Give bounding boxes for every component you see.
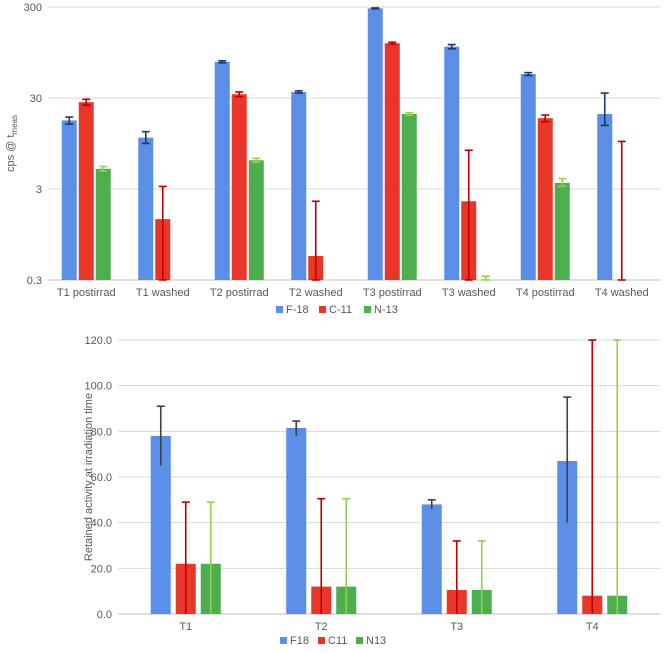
y-axis-title: cps @ tmeas	[5, 115, 19, 172]
y-tick-label: 100.0	[84, 381, 112, 393]
x-category-label: T1 washed	[136, 287, 190, 299]
bar-c-11-2	[231, 94, 247, 280]
legend-swatch-f18	[280, 637, 287, 644]
legend-swatch-n13	[356, 637, 363, 644]
x-category-label: T2	[315, 621, 328, 633]
x-category-label: T3 washed	[442, 287, 496, 299]
x-category-label: T2 washed	[289, 287, 343, 299]
bar-c-11-6	[537, 118, 553, 280]
bar-f-18-2	[214, 61, 230, 280]
chart-bottom: 120.0 100.0 80.0 60.0 40.0 20.0 0.0 Retained ac…	[83, 335, 660, 647]
x-category-label: T4	[586, 621, 599, 633]
legend-swatch-n-13	[364, 306, 371, 313]
y-axis-title: Retained activity at irradiation time	[83, 393, 95, 561]
y-tick-label: 80.0	[91, 426, 112, 438]
legend-label-c11: C11	[328, 635, 347, 647]
y-tick-label: 0.3	[27, 275, 42, 287]
bar-f18-0	[150, 435, 171, 614]
legend-label-n13: N13	[366, 635, 386, 647]
legend-label-n-13: N-13	[374, 304, 398, 316]
bar-f-18-5	[444, 46, 460, 280]
bar-f-18-3	[291, 91, 307, 281]
bar-f-18-1	[138, 137, 154, 280]
bar-f-18-6	[520, 74, 536, 280]
legend-label-c-11: C-11	[329, 304, 352, 316]
chart-top: 300 30 3 0.3 cps @ tmeas T1 postirrad T1 washe…	[5, 2, 660, 316]
bar-c-11-0	[78, 102, 94, 280]
bar-n-13-4	[401, 114, 417, 280]
bar-n-13-2	[248, 160, 264, 280]
bar-f-18-0	[61, 120, 77, 281]
x-category-label: T4 washed	[595, 287, 649, 299]
bar-f18-1	[286, 427, 307, 614]
y-tick-label: 3	[36, 184, 42, 196]
legend-swatch-c11	[318, 637, 325, 644]
y-axis-title-main: cps @ t	[5, 135, 17, 172]
x-category-label: T4 postirrad	[516, 287, 575, 299]
y-tick-label: 0.0	[97, 609, 112, 621]
legend-swatch-c-11	[319, 306, 326, 313]
bar-f18-3	[557, 461, 578, 614]
bar-f-18-4	[367, 8, 383, 281]
y-tick-label: 60.0	[91, 472, 112, 484]
bar-f18-2	[421, 504, 442, 614]
x-category-label: T1 postirrad	[57, 287, 116, 299]
bar-c-11-4	[384, 43, 400, 280]
y-tick-label: 30	[30, 93, 42, 105]
legend-label-f-18: F-18	[286, 304, 309, 316]
bar-f-18-7	[597, 114, 613, 280]
x-category-label: T2 postirrad	[210, 287, 269, 299]
bar-n-13-6	[554, 182, 570, 280]
legend-label-f18: F18	[290, 635, 309, 647]
y-tick-label: 20.0	[91, 563, 112, 575]
y-axis-title-sub: meas	[10, 115, 19, 135]
legend-swatch-f-18	[276, 306, 283, 313]
x-category-label: T3 postirrad	[363, 287, 422, 299]
bar-n-13-0	[95, 168, 111, 280]
x-category-label: T1	[179, 621, 192, 633]
x-category-label: T3	[450, 621, 463, 633]
y-tick-label: 40.0	[91, 518, 112, 530]
y-tick-label: 300	[24, 2, 42, 14]
y-tick-label: 120.0	[84, 335, 112, 347]
